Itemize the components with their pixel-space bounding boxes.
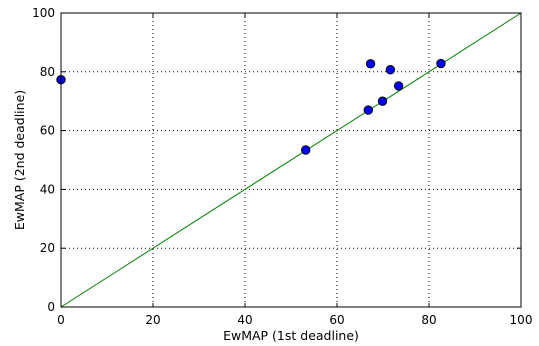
grid xyxy=(61,13,521,307)
data-point xyxy=(377,96,388,106)
data-point xyxy=(385,65,396,75)
y-tick-label: 80 xyxy=(40,65,55,79)
y-tick-label: 20 xyxy=(40,241,55,255)
x-tick-label: 80 xyxy=(421,313,436,327)
ticks xyxy=(60,12,522,308)
x-tick-labels: 0 20 40 60 80 100 xyxy=(57,313,532,327)
plot-frame xyxy=(60,12,522,308)
x-tick-label: 40 xyxy=(237,313,252,327)
x-tick-label: 100 xyxy=(510,313,533,327)
y-tick-label: 0 xyxy=(47,300,55,314)
y-tick-label: 40 xyxy=(40,182,55,196)
diagonal-reference-line xyxy=(60,12,522,308)
x-tick-label: 0 xyxy=(57,313,65,327)
data-point xyxy=(301,145,311,155)
y-tick-label: 100 xyxy=(32,6,55,20)
data-point xyxy=(363,105,373,115)
data-points xyxy=(56,58,446,155)
data-point xyxy=(365,59,376,69)
y-axis-label: EwMAP (2nd deadline) xyxy=(12,90,27,230)
x-tick-label: 60 xyxy=(329,313,344,327)
x-axis-label: EwMAP (1st deadline) xyxy=(223,328,359,343)
y-tick-labels: 0 20 40 60 80 100 xyxy=(32,6,55,314)
data-point xyxy=(436,58,446,69)
data-point xyxy=(393,81,404,91)
y-tick-label: 60 xyxy=(40,124,55,138)
x-tick-label: 20 xyxy=(145,313,160,327)
